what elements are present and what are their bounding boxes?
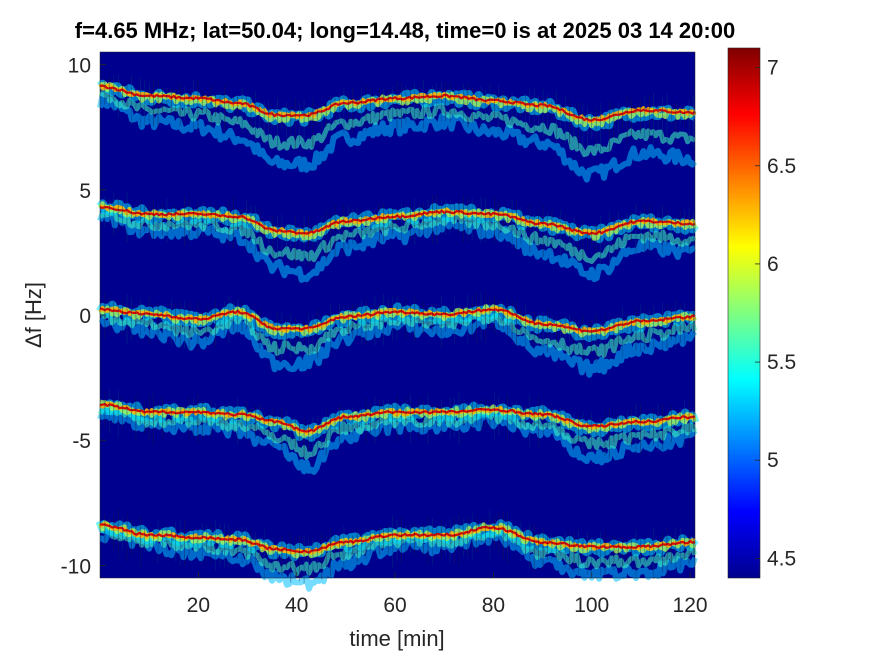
y-tick-label: 0 [79,305,91,328]
x-tick-label: 40 [285,594,308,617]
colorbar [727,47,761,579]
x-axis-ticks: 20 40 60 80 100 120 [187,572,708,617]
colorbar-tick-label: 5 [767,449,779,472]
x-axis-label: time [min] [349,626,444,651]
band-trace-layer [98,87,696,158]
colorbar-tick-label: 6 [767,253,779,276]
colorbar-tick-label: 4.5 [767,547,796,570]
x-tick-label: 100 [574,594,609,617]
y-tick-label: -5 [72,430,91,453]
colorbar-tick-label: 7 [767,57,779,80]
band-trace [96,290,698,378]
y-axis-label: Δf [Hz] [21,282,46,348]
x-tick-label: 80 [482,594,505,617]
y-tick-label: -10 [61,555,91,578]
x-tick-label: 20 [187,594,210,617]
band-trace [96,73,698,183]
colorbar-tick-label: 5.5 [767,351,796,374]
x-tick-label: 60 [383,594,406,617]
band-trace [96,192,699,283]
y-tick-label: 10 [68,55,91,78]
band-trace-layer [97,92,698,183]
colorbar-tick-label: 6.5 [767,155,796,178]
y-axis-ticks: 10 5 0 -5 -10 [61,55,106,578]
x-tick-label: 120 [673,594,708,617]
y-tick-label: 5 [79,180,91,203]
heatmap-traces [95,73,700,592]
colorbar-ticks: 7 6.5 6 5.5 5 4.5 [755,57,796,570]
chart-title: f=4.65 MHz; lat=50.04; long=14.48, time=… [75,18,735,43]
band-trace [97,389,700,475]
band-trace [95,509,699,592]
plot-area [95,51,700,592]
band-trace-layer [98,313,698,378]
